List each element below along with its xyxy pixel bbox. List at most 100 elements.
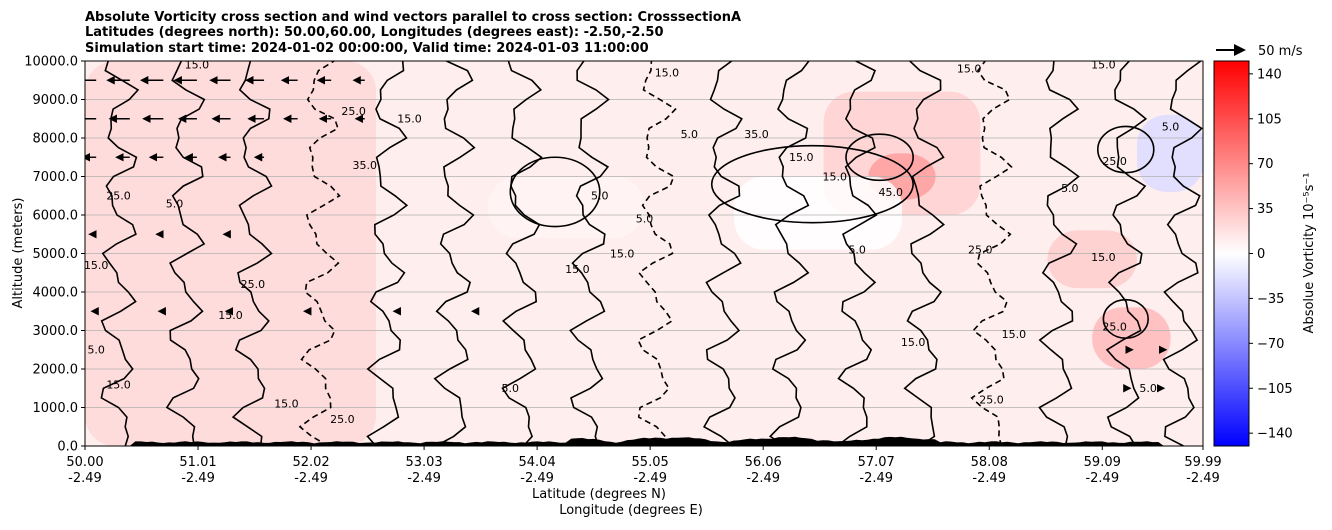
title-line-1: Absolute Vorticity cross section and win… xyxy=(85,10,741,25)
contour-line xyxy=(703,61,743,446)
contour-label: 5.0 xyxy=(87,344,105,357)
contour-label: 25.0 xyxy=(341,105,366,118)
contour-label: 15.0 xyxy=(185,59,210,72)
contour-line xyxy=(1162,61,1203,446)
contour-labels: 15.0 15.0 25.0 35.0 25.0 5.0 15.0 25.0 15.0 5.0 15… xyxy=(84,59,1179,426)
x-tick-label-lat: 57.07 xyxy=(858,455,895,470)
x-tick-label-lon: -2.49 xyxy=(407,471,441,486)
y-tick-label: 10000.0 xyxy=(24,55,78,70)
x-tick-label-lon: -2.49 xyxy=(68,471,102,486)
contour-label: 5.0 xyxy=(1139,382,1157,395)
colorbar-tick-label: −35 xyxy=(1257,292,1284,307)
colorbar-tick-label: −105 xyxy=(1257,382,1293,397)
colorbar-tick-label: 140 xyxy=(1257,67,1282,82)
gridlines xyxy=(85,61,1203,446)
x-tick-label-lat: 53.03 xyxy=(405,455,442,470)
y-tick-label: 0.0 xyxy=(57,440,78,455)
x-tick-label-lat: 59.09 xyxy=(1084,455,1121,470)
x-tick-label-lon: -2.49 xyxy=(972,471,1006,486)
contour-label: 15.0 xyxy=(84,259,109,272)
contour-label: 25.0 xyxy=(968,244,993,257)
contour-label: 25.0 xyxy=(241,278,266,291)
contour-label: 15.0 xyxy=(106,378,131,391)
contour-line xyxy=(970,61,1013,446)
contour-label: 15.0 xyxy=(655,66,680,79)
contour-loop xyxy=(1097,125,1155,174)
contour-line xyxy=(501,61,543,446)
contour-label: 15.0 xyxy=(565,263,590,276)
wind-reference-label: 50 m/s xyxy=(1258,44,1303,59)
colorbar-title: Absolue Vorticity 10⁻⁵s⁻¹ xyxy=(1302,173,1317,334)
contour-label: 5.0 xyxy=(166,197,184,210)
colorbar-tick-label: 0 xyxy=(1257,247,1265,262)
contour-line xyxy=(1038,61,1080,446)
colorbar-tick-label: −140 xyxy=(1257,427,1293,442)
y-axis-title: Altitude (meters) xyxy=(11,198,26,309)
vorticity-patch xyxy=(1047,230,1137,289)
y-tick-label: 1000.0 xyxy=(33,401,79,416)
wind-reference-key: 50 m/s xyxy=(1216,44,1303,59)
vorticity-patch xyxy=(1136,114,1203,192)
contour-label: 15.0 xyxy=(610,247,635,260)
contour-label: 5.0 xyxy=(1061,182,1079,195)
contour-label: 45.0 xyxy=(879,186,904,199)
contour-label: 5.0 xyxy=(848,244,866,257)
contour-label: 5.0 xyxy=(636,213,654,226)
contour-line xyxy=(100,61,140,446)
contour-label: 15.0 xyxy=(218,309,243,322)
contour-label: 5.0 xyxy=(591,190,609,203)
y-tick-label: 6000.0 xyxy=(33,209,79,224)
colorbar-tick-label: −70 xyxy=(1257,337,1284,352)
contour-label: 15.0 xyxy=(957,63,982,76)
contour-line xyxy=(165,61,206,446)
contour-label: 15.0 xyxy=(823,170,848,183)
x-tick-label-lon: -2.49 xyxy=(294,471,328,486)
x-tick-label-lon: -2.49 xyxy=(746,471,780,486)
title-line-2: Latitudes (degrees north): 50.00,60.00, … xyxy=(85,25,664,40)
colorbar: 140 105 70 35 0 −35 −70 −105 −140 Absolue Vortic… xyxy=(1213,60,1317,447)
x-axis: 50.00-2.4951.01-2.4952.02-2.4953.03-2.49… xyxy=(66,446,1222,486)
x-tick-label-lon: -2.49 xyxy=(1085,471,1119,486)
x-tick-label-lon: -2.49 xyxy=(1186,471,1220,486)
contour-line xyxy=(637,61,677,446)
contour-label: 25.0 xyxy=(330,413,355,426)
contour-label: 25.0 xyxy=(1102,321,1127,334)
contour-label: 35.0 xyxy=(744,128,769,141)
colorbar-gradient xyxy=(1213,60,1250,447)
x-tick-label-lat: 51.01 xyxy=(179,455,216,470)
x-tick-label-lon: -2.49 xyxy=(633,471,667,486)
colorbar-tick-label: 70 xyxy=(1257,157,1274,172)
contour-label: 25.0 xyxy=(979,394,1004,407)
contour-label: 15.0 xyxy=(1002,328,1027,341)
x-tick-label-lon: -2.49 xyxy=(520,471,554,486)
plot-area: 15.0 15.0 25.0 35.0 25.0 5.0 15.0 25.0 15.0 5.0 15… xyxy=(84,59,1203,446)
contour-loop xyxy=(1102,298,1149,340)
contour-loop xyxy=(509,156,601,228)
y-tick-label: 4000.0 xyxy=(33,286,79,301)
colorbar-ticks: 140 105 70 35 0 −35 −70 −105 −140 xyxy=(1249,67,1293,442)
x-axis-title-lat: Latitude (degrees N) xyxy=(532,487,666,502)
y-tick-label: 8000.0 xyxy=(33,132,79,147)
vorticity-patch xyxy=(487,176,645,239)
x-tick-label-lat: 54.04 xyxy=(519,455,556,470)
contour-line xyxy=(433,61,476,446)
contour-label: 15.0 xyxy=(397,113,422,126)
contour-label: 15.0 xyxy=(274,398,299,411)
contour-line xyxy=(1105,61,1148,446)
colorbar-tick-label: 35 xyxy=(1257,202,1274,217)
y-tick-label: 2000.0 xyxy=(33,363,79,378)
contour-label: 15.0 xyxy=(1091,251,1116,264)
contour-line xyxy=(231,61,273,446)
contour-line xyxy=(903,61,945,446)
contour-line xyxy=(366,61,409,446)
contour-label: 25.0 xyxy=(1102,155,1127,168)
contour-line xyxy=(298,61,341,446)
wind-vectors xyxy=(85,76,1168,393)
vorticity-patch xyxy=(734,176,902,250)
x-tick-label-lat: 50.00 xyxy=(66,455,103,470)
x-tick-label-lat: 52.02 xyxy=(292,455,329,470)
contour-label: 15.0 xyxy=(1091,59,1116,72)
terrain-silhouette xyxy=(85,436,1203,446)
contour-label: 15.0 xyxy=(789,151,814,164)
